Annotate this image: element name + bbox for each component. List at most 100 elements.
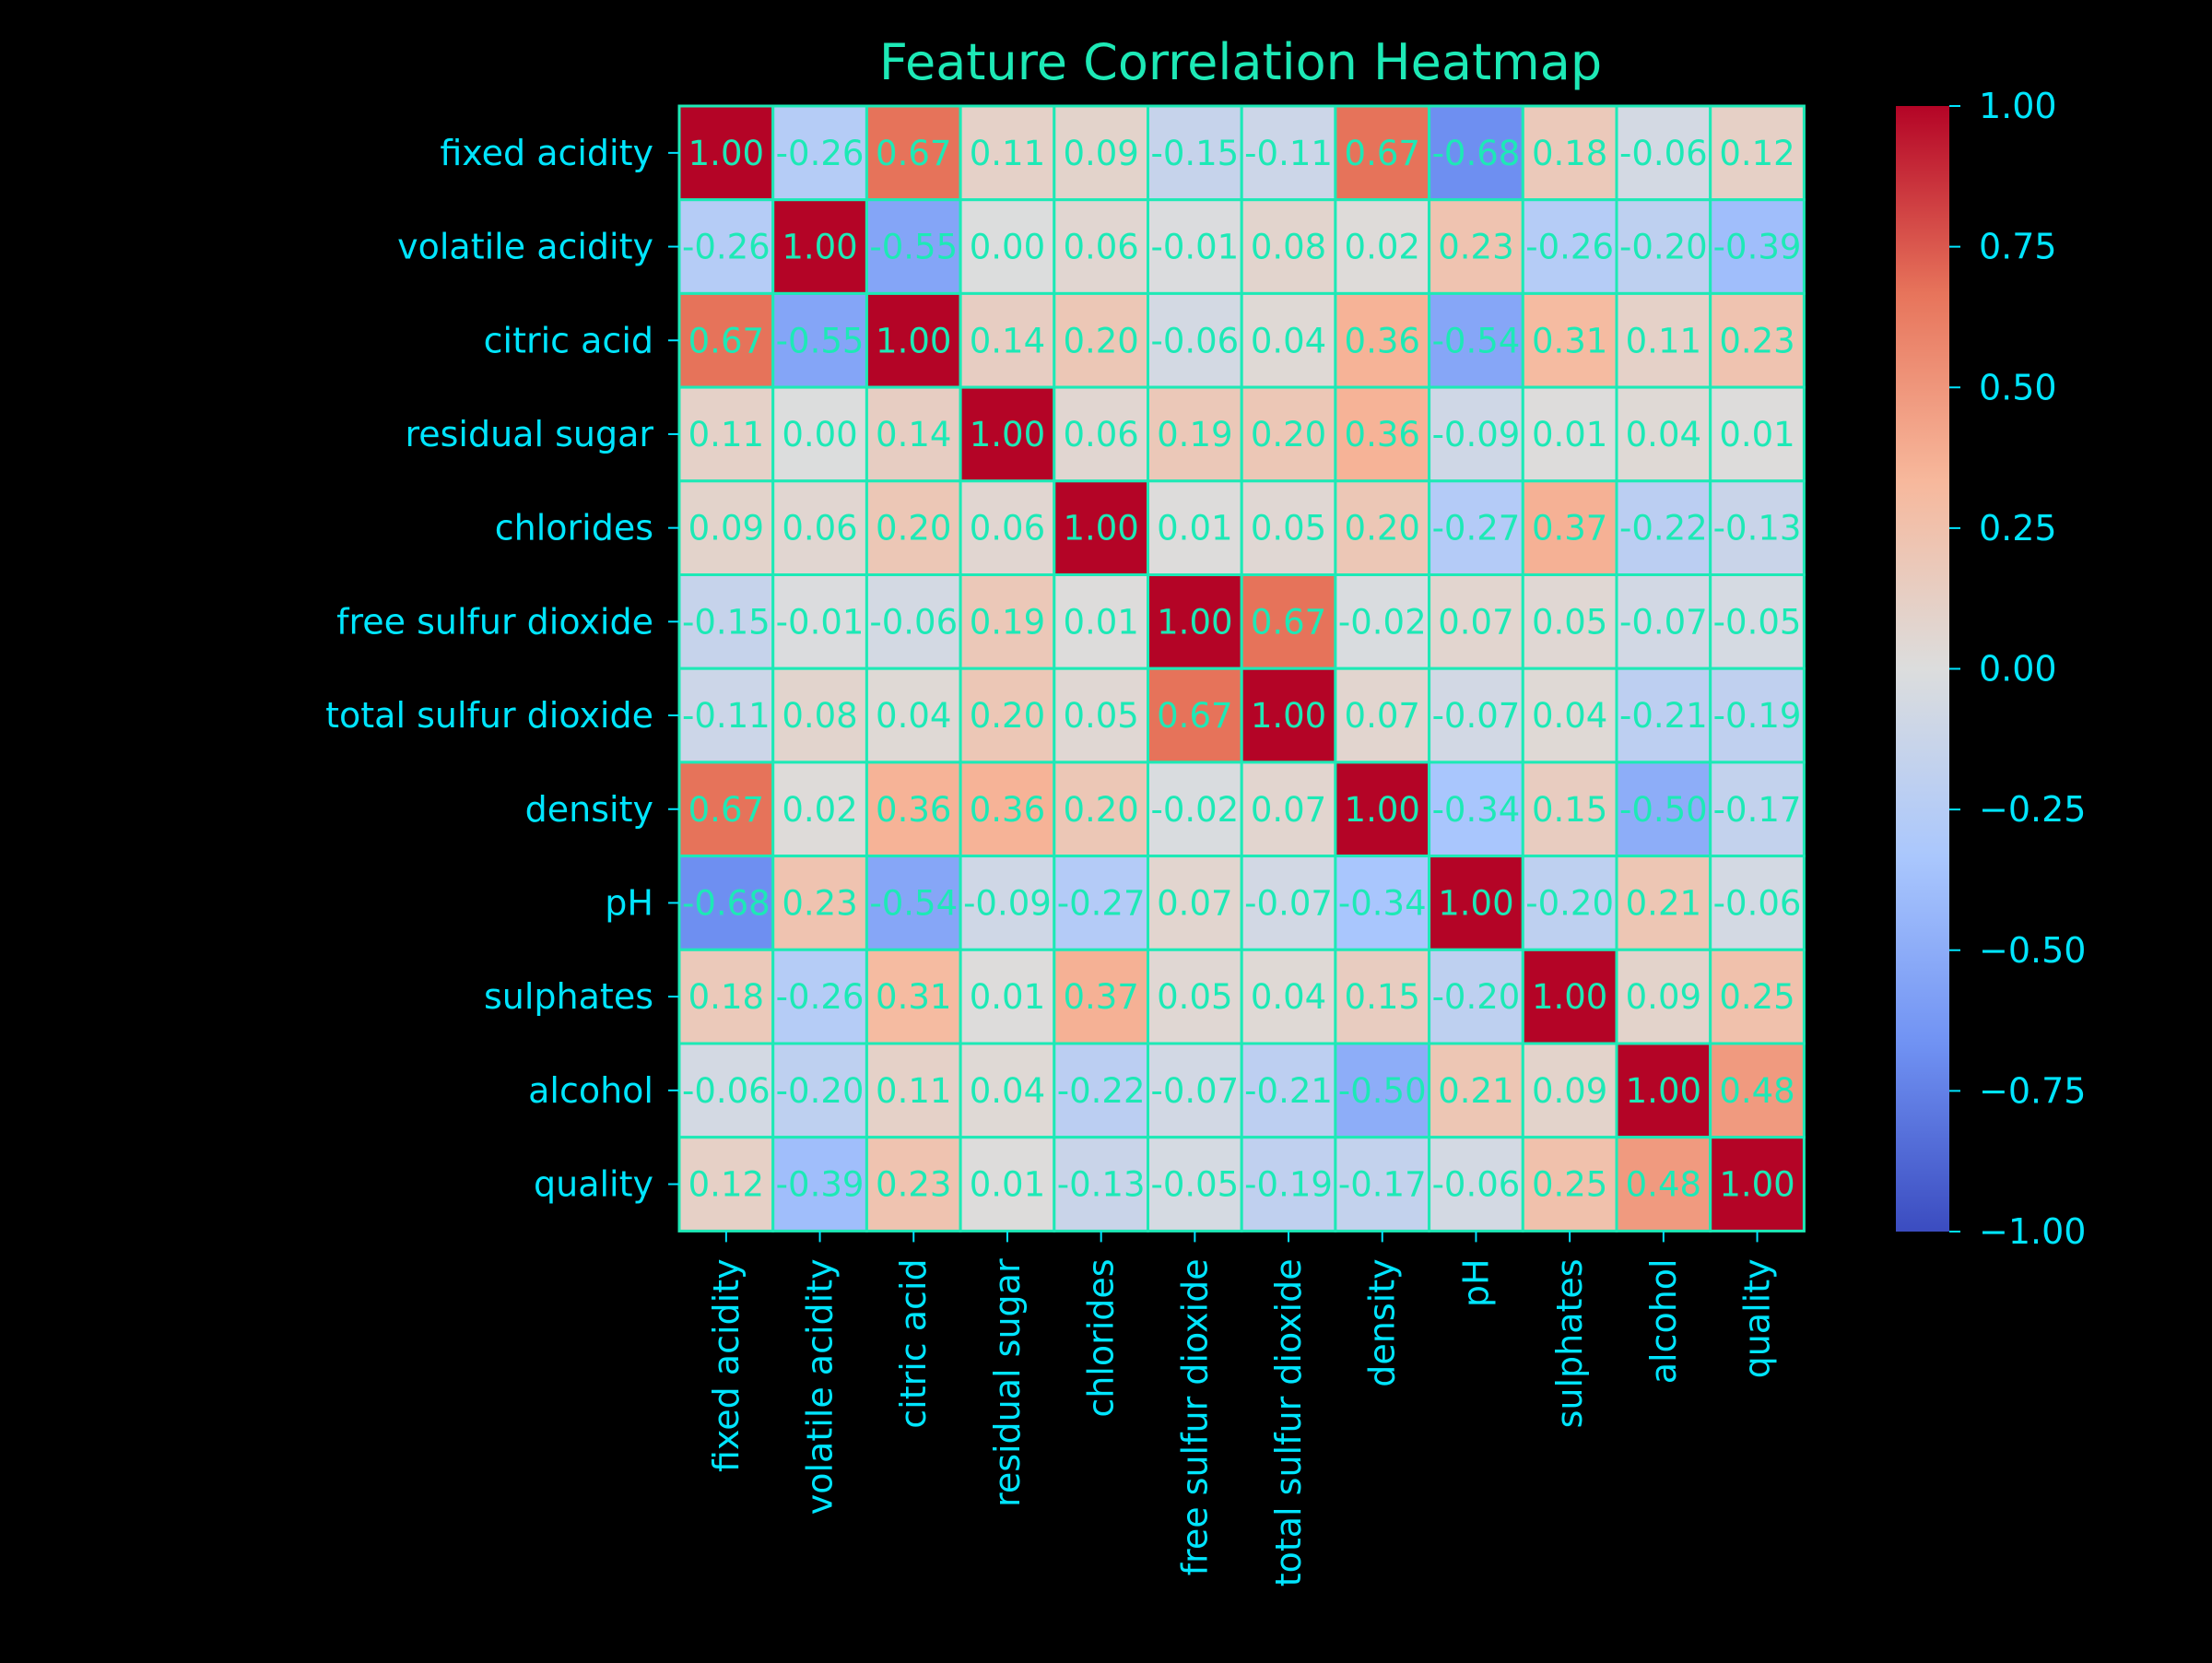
cell-value-label: -0.39 [776, 1165, 865, 1205]
y-tick-label-chlorides: chlorides [495, 508, 653, 548]
cell-value-label: 0.04 [1251, 321, 1326, 360]
cell-value-label: 0.25 [1532, 1165, 1607, 1205]
heatmap-cell [1053, 291, 1150, 389]
cell-value-label: 1.00 [782, 228, 857, 267]
heatmap-cell [1240, 479, 1337, 576]
cell-value-label: 0.67 [688, 321, 764, 360]
colorbar-tick-label: 0.25 [1979, 508, 2057, 548]
heatmap-cell [1147, 479, 1243, 576]
cell-value-label: 0.06 [782, 509, 857, 548]
cell-value-label: 0.04 [1251, 977, 1326, 1017]
cell-value-label: 0.09 [688, 509, 764, 548]
cell-value-label: -0.68 [682, 883, 771, 923]
heatmap-cells [677, 104, 1806, 1233]
cell-value-label: -0.50 [1619, 790, 1708, 830]
heatmap-cell [771, 855, 868, 951]
cell-value-label: 0.00 [970, 228, 1045, 267]
y-tick-label-density: density [525, 789, 653, 830]
cell-value-label: 0.11 [688, 415, 764, 454]
y-tick-label-residual-sugar: residual sugar [405, 414, 653, 454]
cell-value-label: 0.01 [1157, 509, 1232, 548]
heatmap-cell [771, 198, 868, 295]
cell-value-label: -0.22 [1619, 509, 1708, 548]
x-tick-label-citric-acid: citric acid [893, 1258, 934, 1428]
cell-value-label: -0.27 [1432, 509, 1521, 548]
cell-value-label: -0.26 [682, 228, 771, 267]
y-axis: fixed acidity volatile acidity citric acid… [325, 133, 679, 1205]
heatmap-cell [1709, 855, 1806, 951]
heatmap-cell [1147, 104, 1243, 202]
heatmap-cell [1334, 104, 1431, 202]
cell-value-label: -0.15 [1150, 134, 1239, 173]
cell-value-label: 0.05 [1157, 977, 1232, 1017]
cell-value-label: 0.01 [1063, 602, 1138, 642]
cell-value-label: 0.05 [1063, 696, 1138, 736]
chart-title: Feature Correlation Heatmap [879, 33, 1602, 91]
cell-value-label: 0.18 [688, 977, 764, 1017]
heatmap-cell [1240, 1136, 1337, 1233]
heatmap-cell [1334, 1042, 1431, 1139]
cell-value-label: 0.37 [1532, 509, 1607, 548]
cell-value-label: -0.15 [682, 602, 771, 642]
cell-value-label: 0.23 [1719, 321, 1794, 360]
heatmap-cell [1334, 573, 1431, 670]
colorbar-tick-label: −0.25 [1979, 789, 2086, 830]
cell-value-label: -0.06 [682, 1071, 771, 1111]
colorbar-tick-label: 0.00 [1979, 649, 2057, 690]
cell-value-label: 0.23 [782, 883, 857, 923]
heatmap-cell [1334, 479, 1431, 576]
cell-value-label: -0.26 [776, 134, 865, 173]
heatmap-cell [1240, 666, 1337, 764]
cell-value-label: 0.31 [876, 977, 951, 1017]
cell-value-label: 1.00 [876, 321, 951, 360]
cell-value-label: -0.06 [1150, 321, 1239, 360]
x-tick-label-free-sulfur-dioxide: free sulfur dioxide [1174, 1258, 1215, 1575]
cell-value-label: 0.67 [688, 790, 764, 830]
heatmap-cell [1147, 198, 1243, 295]
heatmap-cell [1615, 198, 1712, 295]
cell-value-label: 1.00 [1345, 790, 1420, 830]
cell-value-label: -0.06 [1713, 883, 1802, 923]
colorbar-tick-label: 1.00 [1979, 86, 2057, 126]
x-tick-label-residual-sugar: residual sugar [987, 1258, 1028, 1507]
cell-value-label: -0.22 [1057, 1071, 1146, 1111]
x-tick-label-chlorides: chlorides [1081, 1258, 1122, 1417]
heatmap-cell [677, 666, 775, 764]
y-tick-label-sulphates: sulphates [484, 976, 653, 1017]
cell-value-label: 0.11 [970, 134, 1045, 173]
heatmap-cell [771, 666, 868, 764]
heatmap-cell [865, 291, 962, 389]
colorbar-tick-label: −1.00 [1979, 1211, 2086, 1252]
cell-value-label: 0.48 [1626, 1165, 1701, 1205]
x-tick-label-quality: quality [1737, 1258, 1778, 1378]
cell-value-label: 0.36 [1345, 321, 1420, 360]
cell-value-label: 0.20 [1063, 790, 1138, 830]
cell-value-label: -0.20 [1525, 883, 1614, 923]
colorbar-tick-label: −0.75 [1979, 1070, 2086, 1111]
cell-value-label: -0.68 [1432, 134, 1521, 173]
cell-value-label: -0.34 [1338, 883, 1427, 923]
cell-value-label: 0.07 [1157, 883, 1232, 923]
x-tick-label-fixed-acidity: fixed acidity [706, 1258, 747, 1472]
heatmap-cell [1521, 104, 1618, 202]
heatmap-cell [1334, 198, 1431, 295]
heatmap-cell [1521, 1136, 1618, 1233]
cell-value-label: -0.54 [1432, 321, 1521, 360]
cell-value-label: 0.06 [1063, 228, 1138, 267]
heatmap-cell [1053, 198, 1150, 295]
heatmap-cell [1615, 1136, 1712, 1233]
cell-value-label: 0.02 [1345, 228, 1420, 267]
heatmap-cell [677, 573, 775, 670]
cell-value-label: 0.04 [876, 696, 951, 736]
colorbar-tick-label: −0.50 [1979, 930, 2086, 971]
cell-value-label: -0.21 [1619, 696, 1708, 736]
heatmap-cell [1240, 573, 1337, 670]
cell-value-label: 0.08 [1251, 228, 1326, 267]
cell-value-label: 0.23 [1438, 228, 1513, 267]
x-tick-label-sulphates: sulphates [1549, 1258, 1590, 1428]
heatmap-cell [1709, 573, 1806, 670]
cell-value-label: -0.19 [1244, 1165, 1333, 1205]
cell-value-label: -0.20 [1432, 977, 1521, 1017]
